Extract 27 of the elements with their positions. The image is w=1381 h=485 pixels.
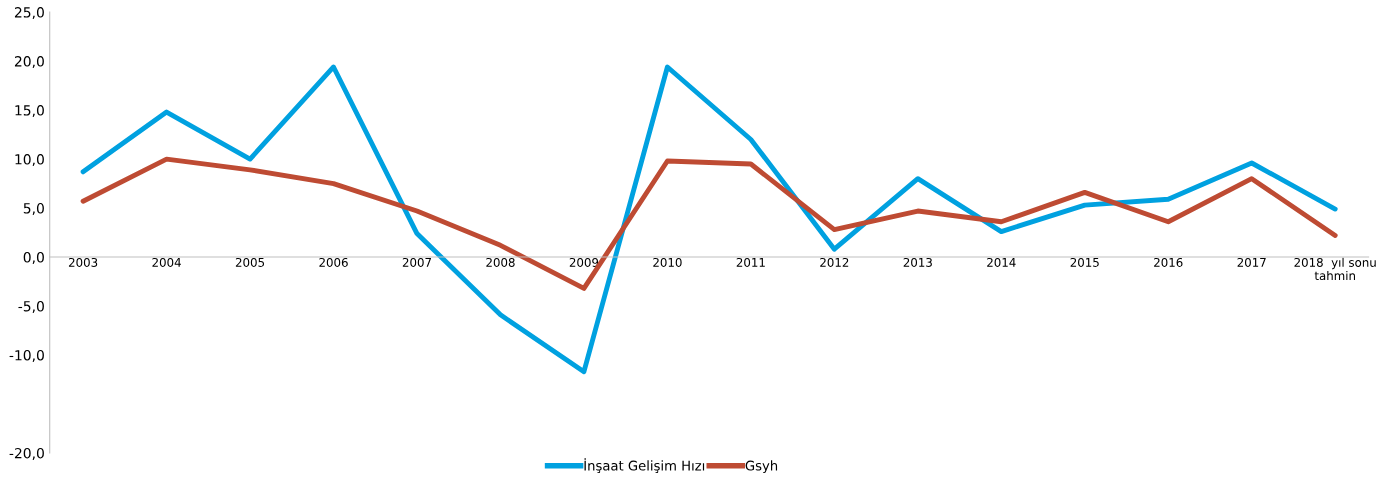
legend-label: Gsyh: [745, 460, 778, 474]
x-tick-label: 2014: [987, 257, 1016, 267]
x-tick-label: 2018 yıl sonu tahmin: [1294, 257, 1376, 281]
y-tick-label: 20,0: [14, 56, 44, 68]
legend-label: İnşaat Gelişim Hızı: [584, 458, 705, 473]
x-tick-label: 2013: [903, 257, 932, 267]
x-tick-label: 2005: [235, 257, 265, 267]
x-tick-label: 2010: [653, 257, 682, 267]
x-tick-label: 2009: [569, 257, 599, 267]
x-tick-label: 2008: [486, 257, 515, 267]
y-tick-label: 5,0: [23, 203, 44, 215]
x-tick-label: 2016: [1154, 257, 1183, 267]
x-tick-label: 2015: [1070, 257, 1099, 267]
x-tick-label: 2017: [1237, 257, 1266, 267]
y-tick-label: -10,0: [9, 349, 44, 362]
x-tick-label: 2011: [736, 257, 765, 267]
x-tick-label: 2012: [820, 257, 849, 267]
x-tick-label: 2003: [68, 257, 98, 267]
y-tick-label: 0,0: [23, 252, 44, 264]
y-tick-label: 15,0: [15, 105, 44, 117]
x-tick-label: 2004: [152, 257, 181, 267]
x-tick-label: 2006: [319, 257, 348, 267]
y-tick-label: -20,0: [9, 447, 44, 460]
y-tick-label: 10,0: [15, 154, 44, 166]
x-tick-label: 2007: [402, 257, 431, 267]
y-tick-label: 25,0: [14, 7, 44, 20]
y-tick-label: -5,0: [18, 301, 44, 313]
